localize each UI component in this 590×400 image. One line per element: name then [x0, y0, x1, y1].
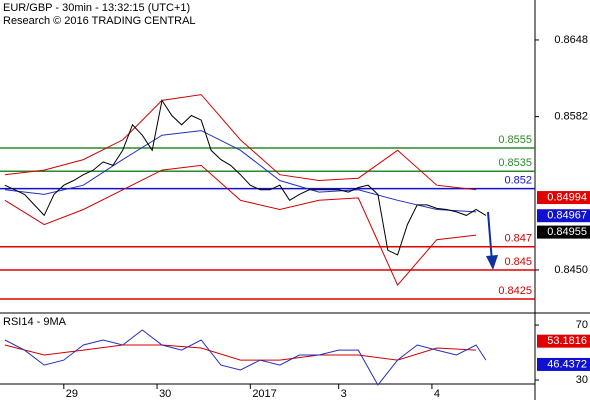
- y-tick-label: 0.8582: [554, 111, 588, 123]
- price-marker-label: 46.4372: [547, 358, 587, 370]
- x-tick-label: 29: [66, 388, 78, 400]
- series-line: [4, 94, 477, 191]
- price-marker: [537, 191, 590, 205]
- price-marker: [537, 209, 590, 223]
- x-tick-label: 3: [341, 388, 347, 400]
- y-tick-label: 70: [576, 319, 588, 331]
- chart-subtitle: Research © 2016 TRADING CENTRAL: [3, 15, 196, 27]
- series-line: [4, 329, 487, 386]
- price-marker-label: 0.84994: [547, 191, 587, 203]
- price-marker-label: 53.1816: [547, 335, 587, 347]
- x-tick-label: 30: [159, 388, 171, 400]
- x-tick-label: 4: [434, 388, 440, 400]
- price-marker: [537, 357, 590, 371]
- price-marker-label: 0.84955: [547, 226, 587, 238]
- series-line: [4, 164, 477, 287]
- series-line: [4, 130, 477, 213]
- price-marker: [537, 334, 590, 348]
- rsi-title: RSI14 - 9MA: [3, 316, 67, 328]
- level-label: 0.845: [504, 256, 532, 268]
- forecast-arrowhead: [486, 255, 498, 270]
- chart-title: EUR/GBP - 30min - 13:32:15 (UTC+1): [3, 2, 190, 14]
- x-tick-label: 2017: [252, 388, 276, 400]
- level-label: 0.852: [504, 175, 532, 187]
- y-tick-label: 30: [576, 374, 588, 386]
- forecast-arrow: [487, 211, 493, 263]
- level-label: 0.847: [504, 233, 532, 245]
- y-tick-label: 0.8450: [554, 264, 588, 276]
- level-label: 0.8425: [498, 285, 532, 297]
- series-line: [4, 99, 487, 256]
- y-tick-label: 0.8648: [554, 34, 588, 46]
- level-label: 0.8555: [498, 134, 532, 146]
- level-label: 0.8535: [498, 157, 532, 169]
- price-marker: [537, 225, 590, 239]
- price-marker-label: 0.84967: [547, 210, 587, 222]
